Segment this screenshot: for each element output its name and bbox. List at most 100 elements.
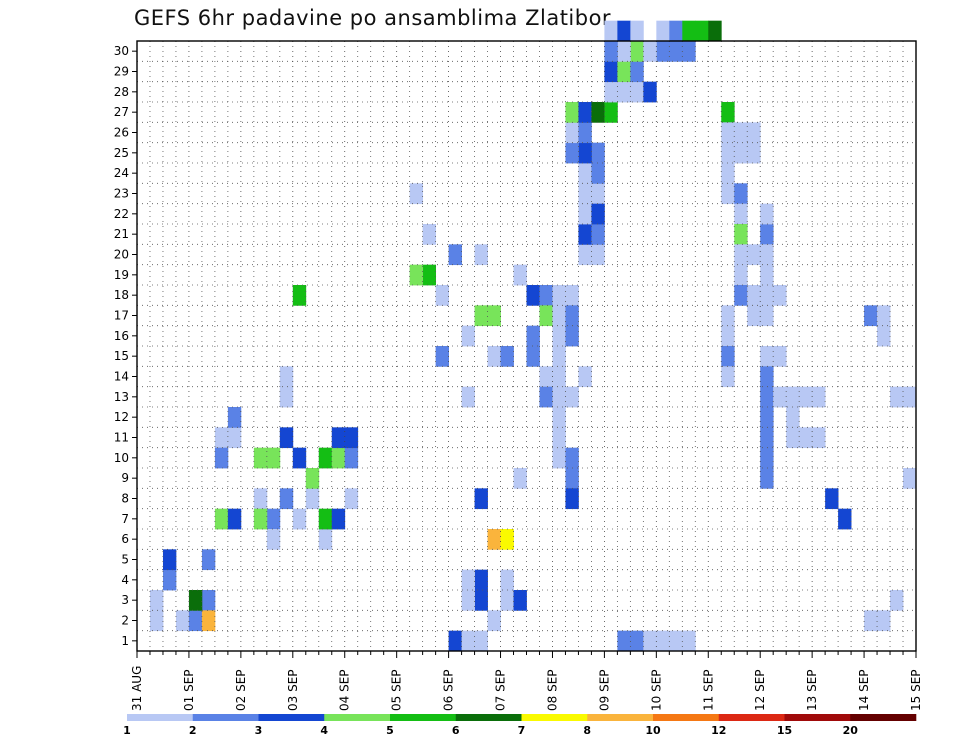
heatmap-cell	[604, 61, 618, 83]
heatmap-cell	[526, 285, 540, 306]
colorbar-segment	[521, 714, 588, 721]
heatmap-cell	[474, 488, 488, 510]
heatmap-cell	[500, 346, 514, 367]
heatmap-cell	[214, 508, 229, 530]
heatmap-cell	[474, 590, 488, 611]
y-tick-label: 6	[121, 532, 129, 546]
heatmap-cell	[578, 122, 592, 144]
heatmap-cell	[617, 20, 631, 42]
y-tick-label: 20	[114, 248, 129, 262]
colorbar-segment	[718, 714, 785, 721]
heatmap-cell	[721, 183, 735, 205]
heatmap-cell	[721, 102, 735, 123]
heatmap-cell	[253, 508, 268, 530]
heatmap-cell	[266, 508, 281, 530]
heatmap-cell	[578, 102, 592, 123]
heatmap-cell	[500, 590, 514, 611]
heatmap-cell	[799, 427, 813, 449]
heatmap-cell	[591, 163, 605, 184]
heatmap-cell	[539, 305, 553, 327]
heatmap-cell	[526, 325, 540, 347]
axes: 1234567891011121314151617181920212223242…	[114, 40, 923, 711]
heatmap-cell	[721, 122, 735, 144]
heatmap-cell	[188, 590, 203, 611]
heatmap-cell	[227, 427, 242, 449]
y-tick-label: 9	[121, 471, 129, 485]
heatmap-cell	[591, 244, 605, 266]
heatmap-cells	[149, 20, 917, 652]
heatmap-cell	[565, 325, 579, 347]
heatmap-cell	[214, 447, 229, 469]
colorbar-label: 20	[843, 724, 859, 737]
colorbar-label: 2	[189, 724, 197, 737]
y-tick-label: 11	[114, 431, 129, 445]
heatmap-cell	[331, 508, 346, 530]
heatmap-cell	[461, 590, 475, 611]
heatmap-cell	[565, 142, 579, 164]
heatmap-cell	[344, 488, 359, 510]
heatmap-cell	[201, 610, 216, 632]
x-tick-label: 02 SEP	[234, 669, 248, 711]
heatmap-cell	[448, 244, 462, 266]
heatmap-cell	[331, 447, 346, 469]
heatmap-cell	[318, 529, 333, 550]
heatmap-cell	[578, 163, 592, 184]
x-tick-label: 13 SEP	[805, 669, 819, 711]
heatmap-cell	[825, 488, 839, 510]
heatmap-cell	[721, 346, 735, 367]
heatmap-cell	[513, 264, 527, 286]
heatmap-cell	[461, 569, 475, 591]
heatmap-cell	[747, 285, 761, 306]
heatmap-cell	[734, 203, 748, 225]
heatmap-cell	[864, 610, 878, 632]
heatmap-cell	[422, 264, 437, 286]
heatmap-cell	[669, 41, 683, 62]
heatmap-cell	[266, 447, 281, 469]
y-tick-label: 17	[114, 309, 129, 323]
heatmap-cell	[669, 630, 683, 652]
heatmap-cell	[162, 569, 177, 591]
y-tick-label: 4	[121, 573, 129, 587]
heatmap-cell	[552, 285, 566, 306]
heatmap-cell	[266, 529, 281, 550]
heatmap-cell	[565, 386, 579, 408]
heatmap-cell	[877, 305, 891, 327]
heatmap-cell	[864, 305, 878, 327]
y-tick-label: 5	[121, 553, 129, 567]
heatmap-cell	[227, 508, 242, 530]
heatmap-cell	[279, 366, 294, 388]
heatmap-cell	[630, 81, 644, 103]
colorbar-label: 3	[255, 724, 263, 737]
x-tick-label: 05 SEP	[390, 669, 404, 711]
heatmap-cell	[526, 346, 540, 367]
heatmap-cell	[292, 447, 307, 469]
heatmap-cell	[565, 488, 579, 510]
heatmap-cell	[344, 427, 359, 449]
y-tick-label: 2	[121, 614, 129, 628]
heatmap-cell	[786, 427, 800, 449]
heatmap-cell	[630, 41, 644, 62]
colorbar-label: 6	[452, 724, 460, 737]
heatmap-cell	[760, 203, 774, 225]
x-tick-label: 06 SEP	[442, 669, 456, 711]
heatmap-cell	[214, 427, 229, 449]
colorbar-segment	[653, 714, 720, 721]
heatmap-cell	[552, 386, 566, 408]
heatmap-cell	[565, 447, 579, 469]
heatmap-cell	[799, 386, 813, 408]
heatmap-cell	[409, 264, 424, 286]
heatmap-cell	[305, 488, 320, 510]
heatmap-cell	[149, 610, 164, 632]
heatmap-cell	[721, 163, 735, 184]
heatmap-cell	[292, 285, 307, 306]
heatmap-cell	[539, 285, 553, 306]
colorbar-label: 8	[583, 724, 591, 737]
heatmap-cell	[734, 285, 748, 306]
heatmap-cell	[331, 427, 346, 449]
heatmap-cell	[344, 447, 359, 469]
heatmap-cell	[773, 285, 787, 306]
colorbar-label: 10	[645, 724, 661, 737]
heatmap-cell	[552, 346, 566, 367]
y-tick-label: 13	[114, 390, 129, 404]
heatmap-cell	[279, 386, 294, 408]
